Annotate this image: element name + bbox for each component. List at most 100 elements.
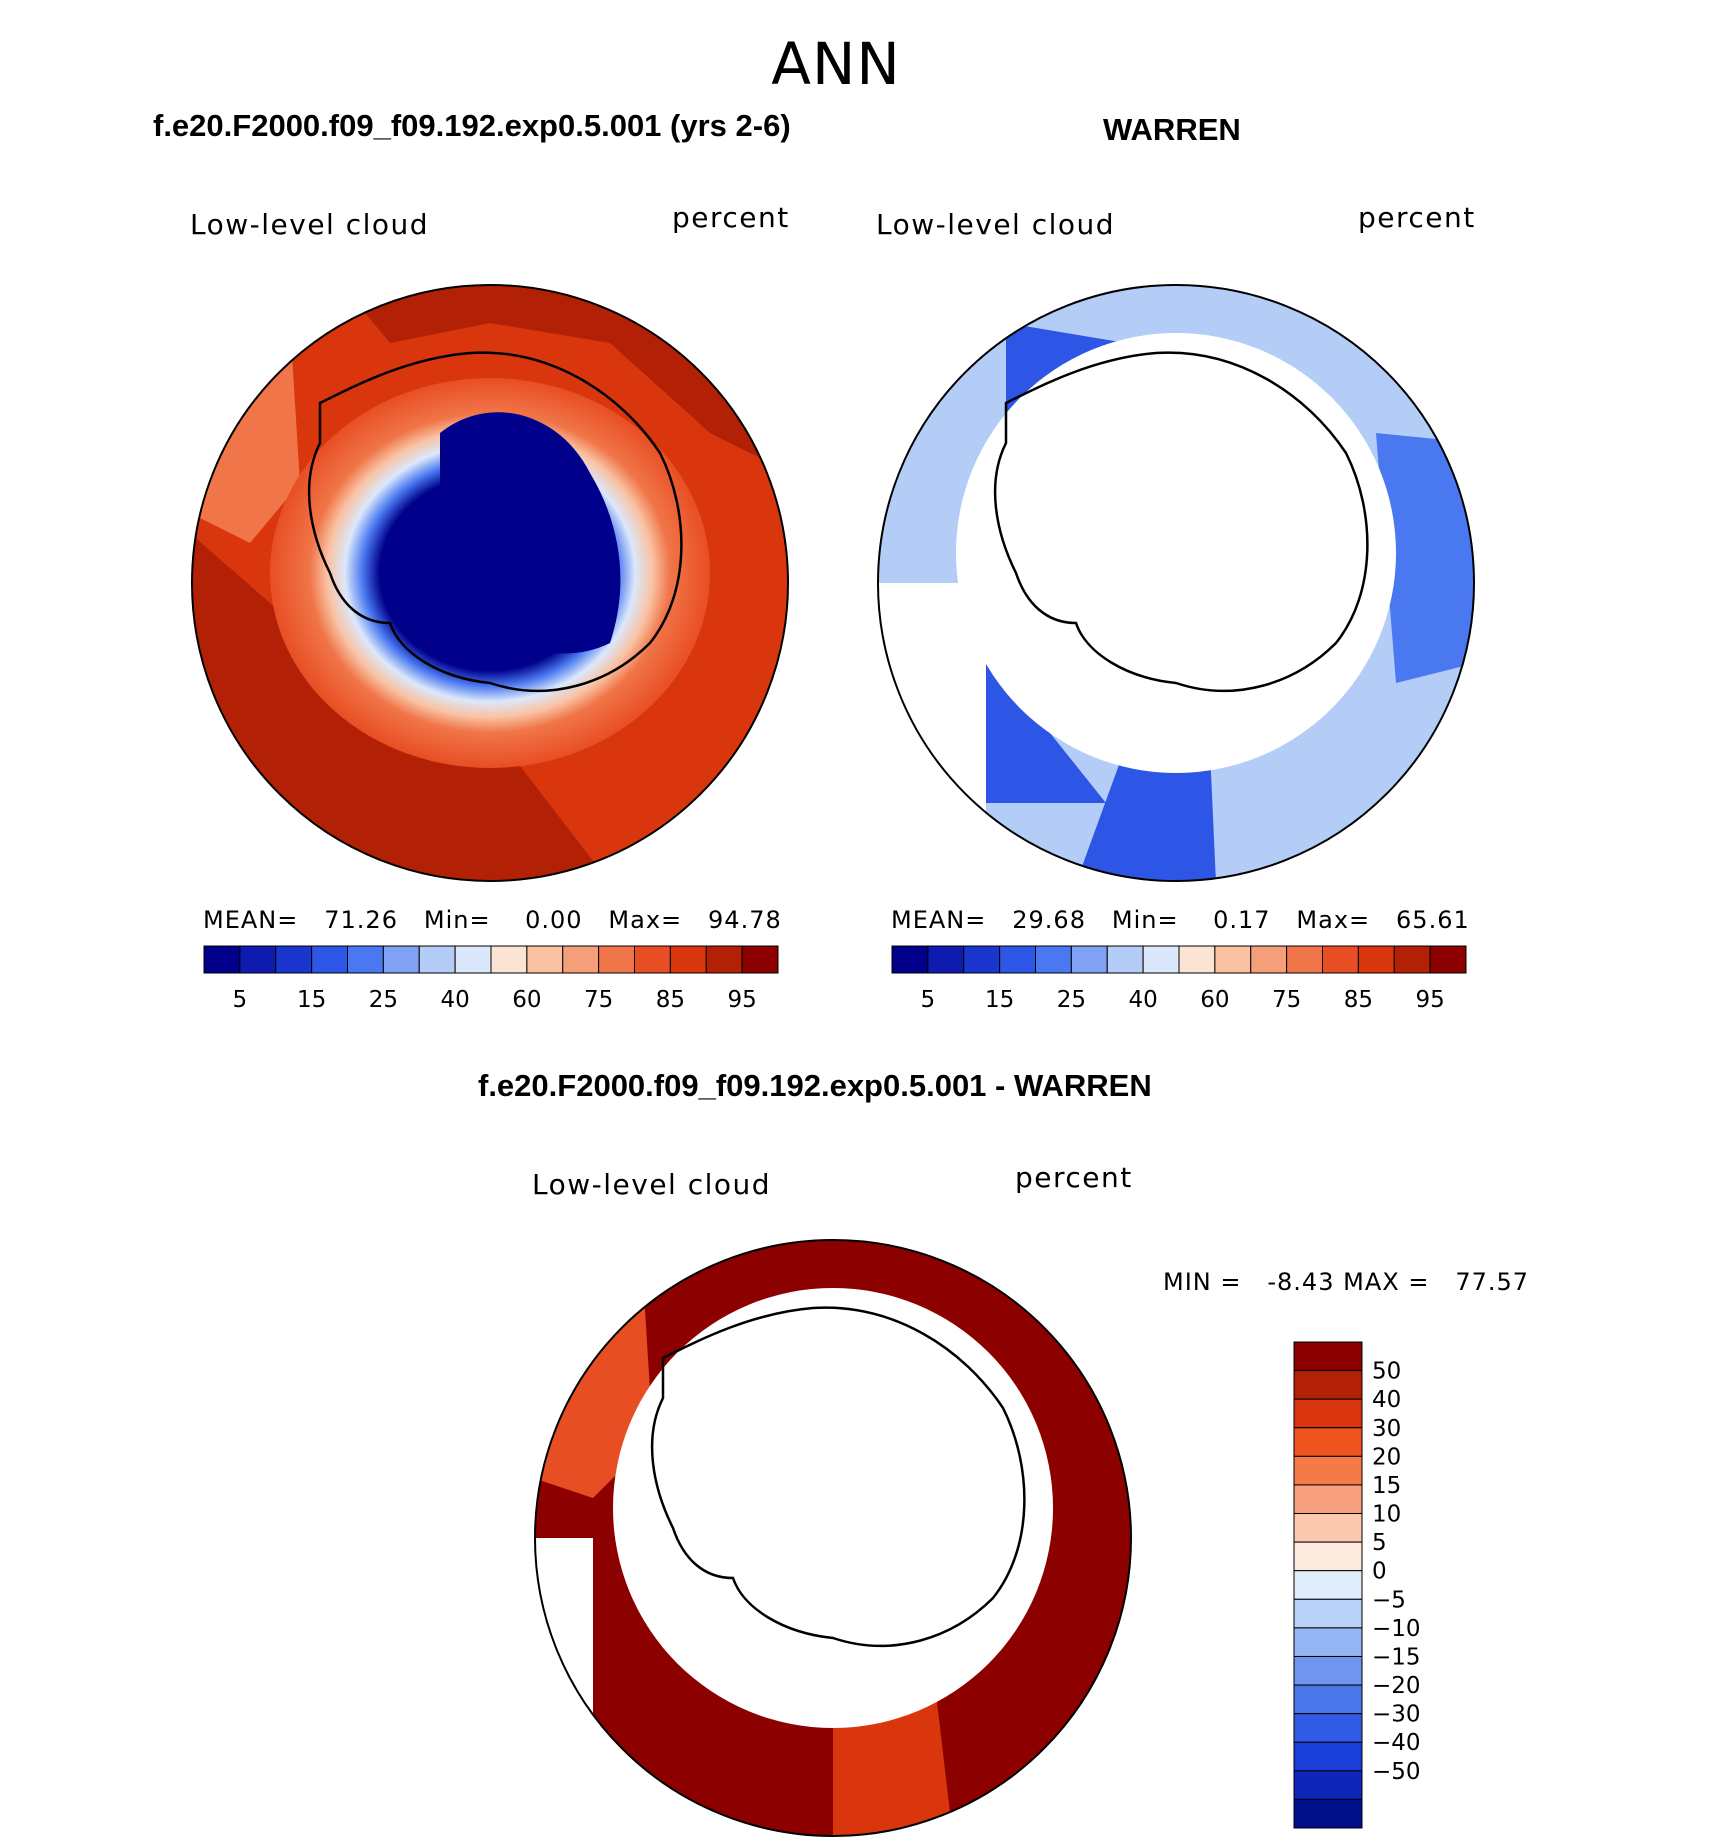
obs-colorbar-tick-label: 60 (1200, 987, 1229, 1013)
model-colorbar-tick-label: 85 (656, 987, 685, 1013)
model-colorbar-box-1 (239, 945, 277, 974)
diff-max-value: 77.57 (1455, 1268, 1530, 1296)
diff-colorbar-tick-label: 50 (1372, 1359, 1401, 1385)
diff-colorbar-tick-label: −10 (1372, 1616, 1421, 1642)
obs-colorbar-box-9 (1214, 945, 1252, 974)
obs-colorbar-box-5 (1070, 945, 1108, 974)
model-colorbar-box-6 (418, 945, 456, 974)
diff-colorbar-box-5 (1293, 1484, 1363, 1515)
model-colorbar-box-2 (275, 945, 313, 974)
model-colorbar-box-11 (598, 945, 635, 974)
obs-units-label: percent (1358, 201, 1476, 234)
diff-colorbar-box-16 (1293, 1798, 1363, 1829)
model-polar-map (191, 284, 789, 882)
obs-colorbar-tick-label: 95 (1415, 987, 1444, 1013)
model-colorbar-tick-label: 5 (233, 987, 248, 1013)
diff-colorbar-tick-label: −30 (1372, 1702, 1421, 1728)
obs-variable-label: Low-level cloud (876, 208, 1116, 241)
obs-colorbar-tick-label: 25 (1057, 987, 1086, 1013)
diff-colorbar-tick-label: 0 (1372, 1559, 1387, 1585)
obs-colorbar-box-1 (927, 945, 965, 974)
model-colorbar-box-7 (454, 945, 492, 974)
obs-map-boundary (877, 284, 1475, 882)
model-min-value: 0.00 (525, 906, 583, 934)
diff-min-label: MIN = (1163, 1268, 1242, 1296)
diff-colorbar-box-14 (1293, 1741, 1363, 1772)
model-interior-core (433, 412, 621, 654)
obs-polar-map (877, 284, 1475, 882)
diff-colorbar-tick-label: 30 (1372, 1416, 1401, 1442)
diff-missing-interior (613, 1288, 1053, 1728)
diff-max-label: MAX = (1343, 1268, 1430, 1296)
obs-colorbar-box-15 (1429, 945, 1467, 974)
diff-colorbar-tick-label: 20 (1372, 1444, 1401, 1470)
model-colorbar-box-14 (705, 945, 743, 974)
model-colorbar-box-3 (311, 945, 348, 974)
obs-colorbar-box-12 (1322, 945, 1359, 974)
obs-missing-interior (956, 333, 1396, 773)
model-coastline (307, 351, 683, 693)
diff-colorbar-tick-label: 5 (1372, 1530, 1387, 1556)
diff-variable-label: Low-level cloud (532, 1168, 772, 1201)
model-colorbar-box-8 (490, 945, 528, 974)
model-max-value: 94.78 (708, 906, 782, 934)
model-stats: MEAN= 71.26 Min= 0.00 Max= 94.78 (203, 906, 782, 934)
obs-colorbar-box-7 (1142, 945, 1180, 974)
diff-colorbar-tick-label: 40 (1372, 1387, 1401, 1413)
obs-colorbar-box-8 (1178, 945, 1216, 974)
obs-mean-value: 29.68 (1012, 906, 1086, 934)
obs-min-label: Min= (1111, 906, 1179, 934)
obs-colorbar-box-4 (1035, 945, 1072, 974)
diff-colorbar-box-15 (1293, 1770, 1363, 1800)
model-min-label: Min= (423, 906, 491, 934)
diff-colorbar-tick-label: −15 (1372, 1644, 1421, 1670)
diff-colorbar-box-10 (1293, 1627, 1363, 1657)
diff-coastline (650, 1306, 1026, 1648)
obs-colorbar-box-3 (999, 945, 1036, 974)
obs-panel-heading: WARREN (1103, 112, 1241, 147)
obs-colorbar-box-13 (1357, 945, 1395, 974)
obs-colorbar-box-0 (891, 945, 929, 974)
diff-colorbar-box-11 (1293, 1655, 1363, 1686)
diff-min-value: -8.43 (1267, 1268, 1335, 1296)
obs-colorbar: 5 15 25 40 60 75 85 95 (891, 945, 1467, 1013)
model-units-label: percent (672, 201, 790, 234)
model-map-boundary (191, 284, 789, 882)
diff-colorbar-box-7 (1293, 1541, 1363, 1572)
model-colorbar-tick-label: 15 (297, 987, 326, 1013)
diff-colorbar-tick-label: 10 (1372, 1502, 1401, 1528)
model-colorbar-tick-label: 25 (369, 987, 398, 1013)
model-colorbar-tick-label: 75 (584, 987, 613, 1013)
obs-colorbar-tick-label: 5 (921, 987, 936, 1013)
model-colorbar-box-13 (669, 945, 707, 974)
obs-coastline (993, 351, 1369, 693)
model-panel-heading: f.e20.F2000.f09_f09.192.exp0.5.001 (yrs … (153, 108, 791, 143)
diff-colorbar-box-3 (1293, 1427, 1363, 1457)
diff-colorbar-box-8 (1293, 1570, 1363, 1600)
diff-colorbar-box-2 (1293, 1398, 1363, 1429)
obs-stats: MEAN= 29.68 Min= 0.17 Max= 65.61 (891, 906, 1470, 934)
diff-panel-heading: f.e20.F2000.f09_f09.192.exp0.5.001 - WAR… (478, 1068, 1152, 1103)
diff-colorbar-box-12 (1293, 1684, 1363, 1715)
obs-min-value: 0.17 (1213, 906, 1271, 934)
obs-colorbar-tick-label: 15 (985, 987, 1014, 1013)
diff-colorbar-box-9 (1293, 1598, 1363, 1629)
diff-colorbar-tick-label: −20 (1372, 1673, 1421, 1699)
obs-missing-sector-w (878, 583, 986, 863)
model-colorbar-tick-label: 95 (727, 987, 756, 1013)
model-colorbar-tick-label: 60 (512, 987, 541, 1013)
model-colorbar-tick-label: 40 (440, 987, 469, 1013)
obs-blue-region-e (1376, 433, 1474, 683)
diff-colorbar-box-0 (1293, 1341, 1363, 1372)
obs-colorbar-box-14 (1393, 945, 1431, 974)
page-title: ANN (771, 30, 901, 98)
diff-units-label: percent (1015, 1161, 1133, 1194)
model-colorbar-box-12 (634, 945, 671, 974)
obs-colorbar-tick-label: 40 (1128, 987, 1157, 1013)
obs-colorbar-box-6 (1106, 945, 1144, 974)
diff-colorbar-box-13 (1293, 1713, 1363, 1743)
diff-colorbar-box-4 (1293, 1455, 1363, 1486)
obs-colorbar-tick-label: 85 (1344, 987, 1373, 1013)
obs-colorbar-box-11 (1286, 945, 1323, 974)
